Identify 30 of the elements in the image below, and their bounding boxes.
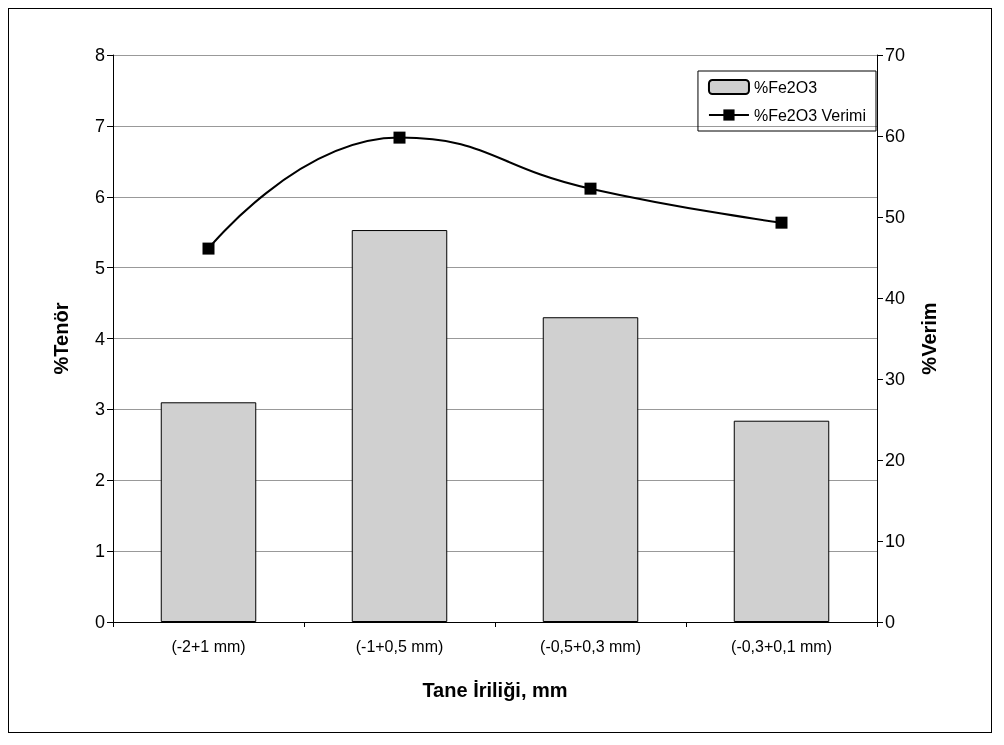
- legend-label: %Fe2O3: [753, 78, 818, 96]
- point: [393, 131, 406, 144]
- y2-axis-title: %Verim: [918, 302, 940, 375]
- point: [202, 242, 215, 255]
- point: [584, 182, 597, 195]
- y-tick-label: 8: [94, 45, 105, 65]
- y-tick-label: 7: [94, 115, 105, 136]
- y2-tick-label: 10: [885, 531, 906, 551]
- y-tick-label: 3: [94, 399, 105, 420]
- y-tick-label: 0: [94, 612, 105, 632]
- y-tick-label: 6: [94, 186, 105, 207]
- y2-tick-label: 0: [885, 612, 896, 632]
- x-axis-title: Tane İriliği, mm: [422, 679, 568, 701]
- y-tick-label: 2: [94, 470, 105, 491]
- y-tick-label: 4: [94, 328, 105, 349]
- x-tick-label: (-2+1 mm): [171, 637, 246, 655]
- y2-tick-label: 70: [885, 45, 906, 65]
- y2-tick-label: 40: [885, 288, 906, 308]
- x-tick-label: (-1+0,5 mm): [355, 637, 444, 655]
- y2-tick-label: 30: [885, 369, 906, 389]
- y2-tick-label: 20: [885, 450, 906, 470]
- x-tick-label: (-0,3+0,1 mm): [731, 637, 832, 655]
- y2-tick-label: 50: [885, 207, 906, 227]
- y-axis-title: %Tenör: [50, 302, 72, 375]
- y-tick-label: 1: [94, 541, 105, 562]
- y-tick-label: 5: [94, 257, 105, 278]
- y2-tick-label: 60: [885, 126, 906, 146]
- x-tick-label: (-0,5+0,3 mm): [540, 637, 641, 655]
- legend-label: %Fe2O3 Verimi: [753, 106, 867, 124]
- point: [775, 216, 788, 229]
